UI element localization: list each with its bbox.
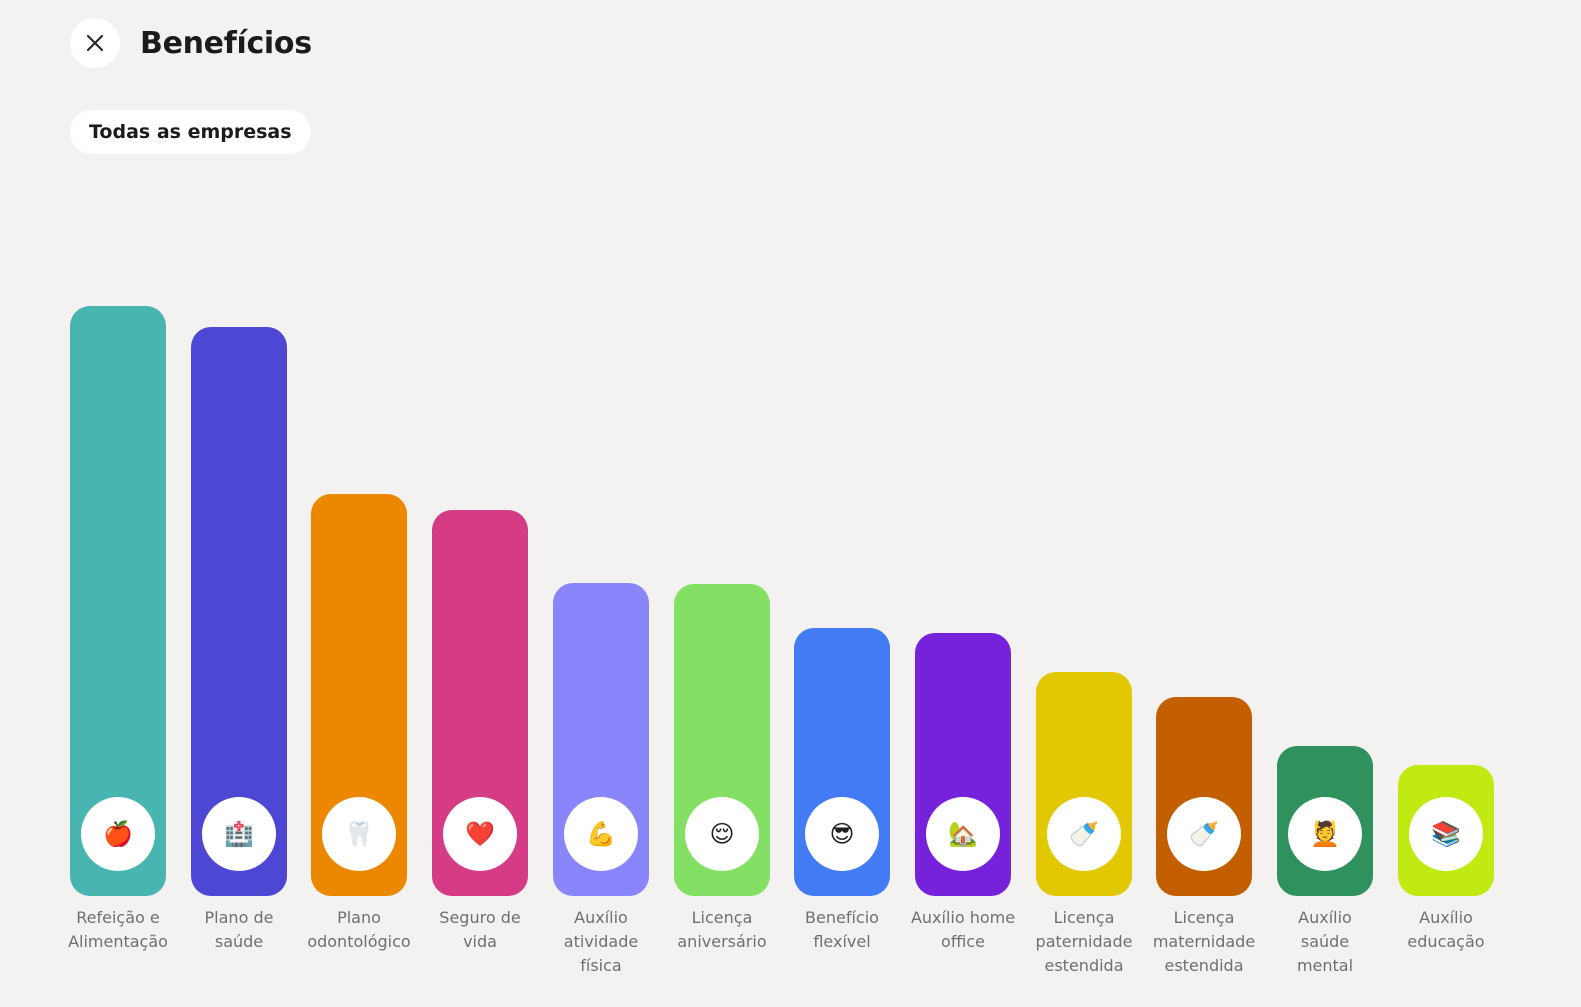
bar-5[interactable]: 😌: [674, 584, 770, 896]
relieved-face-icon: 😌: [685, 797, 759, 871]
bar-label-10: Auxílio saúde mental: [1296, 908, 1354, 975]
bar-label-11: Auxílio educação: [1407, 908, 1485, 951]
bar-label-7: Auxílio home office: [910, 908, 1016, 951]
bar-3[interactable]: ❤️: [432, 510, 528, 896]
bar-1[interactable]: 🏥: [191, 327, 287, 896]
bar-0[interactable]: 🍎: [70, 306, 166, 896]
bar-label-5: Licença aniversário: [677, 908, 767, 951]
flexed-biceps-icon: 💪: [564, 797, 638, 871]
bar-9[interactable]: 🍼: [1156, 697, 1252, 896]
bar-label-9: Licença maternidade estendida: [1152, 908, 1256, 975]
face-massage-icon: 💆: [1288, 797, 1362, 871]
bar-label-4: Auxílio atividade física: [563, 908, 639, 975]
bar-10[interactable]: 💆: [1277, 746, 1373, 896]
bar-label-3: Seguro de vida: [439, 908, 521, 951]
bar-2[interactable]: 🦷: [311, 494, 407, 896]
apple-icon: 🍎: [81, 797, 155, 871]
close-icon: [86, 34, 104, 52]
bar-label-8: Licença paternidade estendida: [1035, 908, 1133, 975]
bar-label-1: Plano de saúde: [204, 908, 274, 951]
bar-8[interactable]: 🍼: [1036, 672, 1132, 896]
bar-4[interactable]: 💪: [553, 583, 649, 896]
bar-11[interactable]: 📚: [1398, 765, 1494, 896]
page-title: Benefícios: [140, 25, 312, 61]
sunglasses-face-icon: 😎: [805, 797, 879, 871]
bar-label-6: Benefício flexível: [805, 908, 879, 951]
bar-7[interactable]: 🏡: [915, 633, 1011, 896]
house-garden-icon: 🏡: [926, 797, 1000, 871]
header: Benefícios: [70, 18, 312, 68]
books-icon: 📚: [1409, 797, 1483, 871]
company-filter-chip[interactable]: Todas as empresas: [70, 110, 311, 154]
bar-label-2: Plano odontológico: [307, 908, 411, 951]
hospital-icon: 🏥: [202, 797, 276, 871]
bar-label-0: Refeição e Alimentação: [68, 908, 168, 951]
tooth-icon: 🦷: [322, 797, 396, 871]
bar-6[interactable]: 😎: [794, 628, 890, 896]
close-button[interactable]: [70, 18, 120, 68]
baby-bottle-icon: 🍼: [1047, 797, 1121, 871]
baby-bottle-icon: 🍼: [1167, 797, 1241, 871]
heart-icon: ❤️: [443, 797, 517, 871]
